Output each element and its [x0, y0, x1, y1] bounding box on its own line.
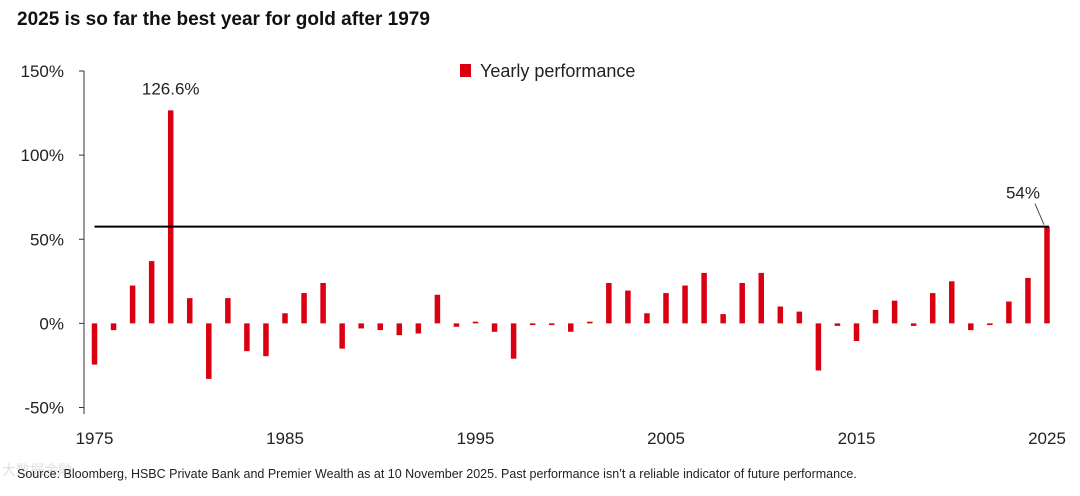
y-tick-label: 50% — [30, 230, 64, 249]
bar-1987 — [320, 283, 326, 324]
bar-1977 — [129, 285, 136, 324]
bar-1989 — [358, 323, 364, 329]
annotation-2025: 54% — [1006, 184, 1040, 203]
bar-2011 — [777, 306, 784, 324]
y-tick-label: -50% — [24, 399, 64, 418]
bar-2010 — [758, 272, 764, 324]
bar-2007 — [701, 272, 707, 324]
bar-2014 — [834, 323, 841, 326]
legend-swatch — [460, 64, 471, 77]
bar-2017 — [891, 300, 898, 324]
x-tick-label: 2015 — [838, 429, 876, 448]
bar-2004 — [644, 313, 650, 324]
bar-1998 — [529, 323, 536, 326]
watermark: 大数据金融 — [2, 462, 72, 478]
bar-2015 — [853, 323, 860, 342]
bar-2016 — [872, 309, 879, 324]
bar-2021 — [968, 323, 974, 331]
bar-2002 — [606, 283, 612, 324]
bar-1982 — [225, 298, 231, 324]
x-ticks-group: 1975 1985 1995 2005 2015 2025 — [76, 429, 1066, 448]
bar-1996 — [491, 323, 498, 332]
bar-1980 — [187, 298, 193, 324]
bar-2003 — [625, 290, 631, 324]
bar-1976 — [110, 323, 117, 331]
bar-1994 — [453, 323, 460, 327]
bar-2018 — [910, 323, 917, 326]
bar-1991 — [396, 323, 403, 336]
annotation-leader-line — [1034, 203, 1045, 225]
y-ticks-group: 150% 100% 50% 0% -50% — [21, 62, 84, 418]
y-tick-label: 150% — [21, 62, 64, 81]
y-tick-label: 100% — [21, 146, 64, 165]
bar-2025 — [1044, 226, 1050, 324]
bar-1975 — [91, 323, 98, 365]
bar-2023 — [1006, 301, 1012, 324]
bar-2019 — [929, 293, 936, 324]
bar-2009 — [739, 283, 745, 324]
source-note: Source: Bloomberg, HSBC Private Bank and… — [17, 467, 857, 481]
legend-label: Yearly performance — [480, 61, 635, 81]
bar-1988 — [339, 323, 345, 349]
bar-1995 — [472, 321, 479, 324]
bar-1997 — [510, 323, 517, 359]
annotations-group: 126.6% 54% — [142, 79, 1040, 202]
bar-2006 — [682, 285, 688, 324]
bar-2013 — [815, 323, 822, 371]
bar-1978 — [148, 261, 155, 324]
chart-title: 2025 is so far the best year for gold af… — [17, 9, 430, 30]
x-tick-label: 2025 — [1028, 429, 1066, 448]
x-tick-label: 1995 — [457, 429, 495, 448]
x-tick-label: 1975 — [76, 429, 114, 448]
bar-2000 — [568, 323, 574, 332]
bars-group — [91, 110, 1050, 379]
annotation-1979: 126.6% — [142, 79, 200, 98]
bar-1986 — [301, 293, 307, 324]
bar-1983 — [244, 323, 250, 352]
bar-2022 — [987, 323, 993, 326]
y-tick-label: 0% — [39, 314, 64, 333]
bar-1993 — [434, 294, 441, 324]
bar-1992 — [415, 323, 422, 334]
bar-2001 — [587, 321, 593, 324]
x-tick-label: 2005 — [647, 429, 685, 448]
bar-2020 — [949, 281, 955, 324]
bar-2024 — [1025, 277, 1031, 324]
bar-1999 — [548, 323, 555, 326]
bar-1990 — [377, 323, 383, 331]
bar-1984 — [263, 323, 269, 357]
bar-2008 — [720, 314, 726, 324]
bar-2012 — [796, 311, 803, 324]
legend: Yearly performance — [460, 61, 635, 81]
bar-2005 — [663, 293, 669, 324]
bar-1985 — [282, 313, 288, 324]
bar-1981 — [206, 323, 212, 379]
bar-1979 — [167, 110, 174, 324]
x-tick-label: 1985 — [266, 429, 304, 448]
